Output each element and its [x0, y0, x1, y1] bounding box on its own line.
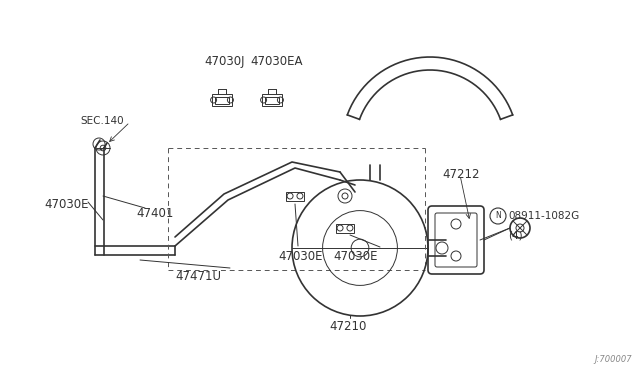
Text: 47030E: 47030E — [333, 250, 378, 263]
Text: 47471U: 47471U — [175, 270, 221, 283]
Text: 47030EA: 47030EA — [250, 55, 303, 68]
Bar — [265, 96, 279, 103]
Text: J:700007: J:700007 — [595, 355, 632, 364]
Text: SEC.140: SEC.140 — [80, 116, 124, 126]
Text: N: N — [495, 212, 501, 221]
Text: 47030E: 47030E — [44, 198, 88, 211]
Text: 47030E: 47030E — [278, 250, 323, 263]
Text: 08911-1082G: 08911-1082G — [508, 211, 579, 221]
Bar — [262, 94, 282, 106]
Bar — [286, 192, 304, 201]
Bar — [212, 94, 232, 106]
Text: 47210: 47210 — [330, 320, 367, 333]
Text: (4): (4) — [508, 230, 523, 240]
Text: 47212: 47212 — [442, 168, 479, 181]
Bar — [336, 224, 354, 232]
Text: 47030J: 47030J — [204, 55, 244, 68]
Bar — [215, 96, 229, 103]
Text: 47401: 47401 — [136, 207, 173, 220]
